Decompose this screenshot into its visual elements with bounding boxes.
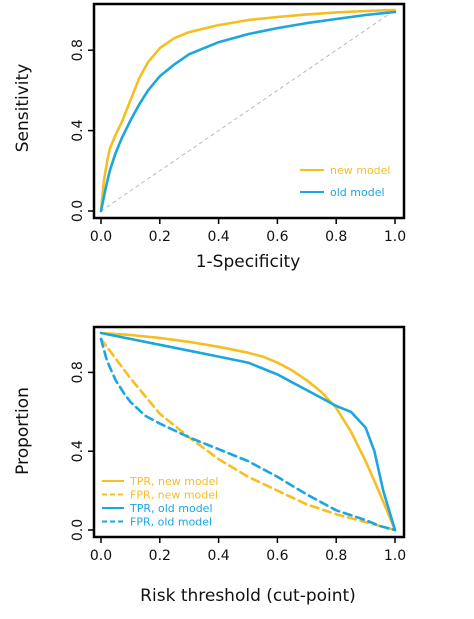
x-tick-label: 0.4 [207, 229, 229, 245]
roc-chart: 0.0 0.2 0.4 0.6 0.8 1.0 0.0 0.4 0.8 new model old … [13, 2, 406, 272]
series-line-new-model [99, 8, 397, 213]
roc-ylabel: Sensitivity [13, 64, 33, 153]
y-tick-label: 0.0 [70, 519, 86, 541]
plot-frame [92, 2, 406, 220]
x-tick-label: 0.6 [266, 229, 288, 245]
legend: new model old model [300, 164, 390, 199]
series-line-fpr-new-model [99, 337, 397, 532]
series-line-fpr-old-model [99, 337, 397, 532]
series-line-old-model [99, 10, 397, 213]
plot-frame [92, 325, 406, 539]
threshold-ylabel: Proportion [13, 387, 33, 475]
x-tick-label: 0.4 [207, 548, 229, 564]
legend-label: TPR, old model [129, 502, 213, 515]
y-tick-label: 0.0 [70, 200, 86, 222]
threshold-chart: 0.0 0.2 0.4 0.6 0.8 1.0 0.0 0.4 0.8 TPR, new mode… [13, 325, 406, 606]
legend-label: FPR, new model [130, 489, 218, 502]
legend-label: TPR, new model [129, 475, 218, 488]
x-tick-label: 0.2 [149, 229, 171, 245]
series-line-tpr-new-model [99, 331, 397, 532]
reference-diagonal-line [100, 9, 396, 212]
threshold-plot-area: 0.0 0.2 0.4 0.6 0.8 1.0 0.0 0.4 0.8 TPR, new mode… [70, 325, 406, 564]
legend-label: new model [330, 164, 390, 177]
y-tick-label: 0.8 [70, 361, 86, 383]
x-tick-label: 0.8 [325, 229, 347, 245]
roc-plot-area: 0.0 0.2 0.4 0.6 0.8 1.0 0.0 0.4 0.8 new model old … [70, 2, 406, 245]
x-tick-label: 1.0 [384, 548, 406, 564]
x-tick-label: 0.2 [149, 548, 171, 564]
x-tick-label: 0.0 [90, 229, 112, 245]
x-tick-label: 1.0 [384, 229, 406, 245]
threshold-xlabel: Risk threshold (cut-point) [140, 586, 356, 606]
legend-label: FPR, old model [130, 516, 212, 529]
y-tick-label: 0.4 [70, 119, 86, 141]
x-tick-label: 0.8 [325, 548, 347, 564]
legend-label: old model [330, 186, 385, 199]
roc-xlabel: 1-Specificity [196, 252, 301, 272]
x-tick-label: 0.0 [90, 548, 112, 564]
y-tick-label: 0.8 [70, 39, 86, 61]
y-tick-label: 0.4 [70, 440, 86, 462]
x-tick-label: 0.6 [266, 548, 288, 564]
series-line-tpr-old-model [99, 331, 397, 532]
